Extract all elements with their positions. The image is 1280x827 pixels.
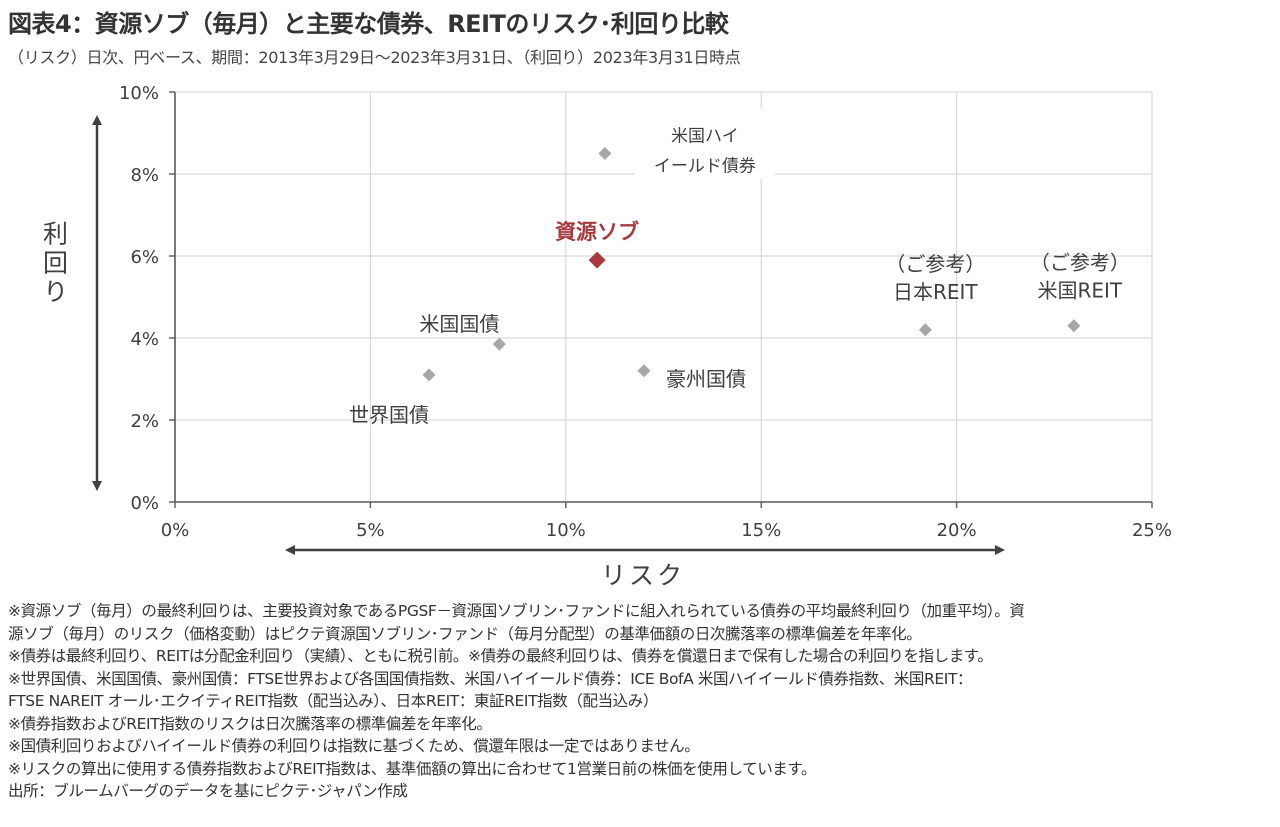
data-point-label: 米国REIT (1038, 279, 1123, 303)
footnote-line: ※世界国債、米国国債、豪州国債：FTSE世界および各国国債指数、米国ハイイールド… (8, 669, 973, 688)
data-point (492, 337, 506, 351)
chart-title: 図表4：資源ソブ（毎月）と主要な債券、REITのリスク･利回り比較 (8, 10, 729, 38)
y-tick-label: 4% (130, 329, 159, 350)
y-tick-label: 10% (119, 83, 159, 104)
data-point-label: 米国ハイ (671, 127, 739, 147)
scatter-chart: 0% 5% 10% 15% 20% 25% 0% 2% 4% 6% 8% 10% リスク 利回り 世界国… (40, 83, 1173, 590)
data-point (422, 368, 436, 382)
footnotes: ※資源ソブ（毎月）の最終利回りは、主要投資対象であるPGSF－資源国ソブリン･フ… (8, 600, 1274, 803)
data-point (918, 323, 932, 337)
y-axis-title: 利回り (40, 221, 69, 308)
footnote-line: 出所：ブルームバーグのデータを基にピクテ･ジャパン作成 (8, 782, 408, 800)
data-point (637, 364, 651, 378)
y-tick-label: 0% (130, 493, 159, 514)
data-point (1067, 319, 1081, 333)
y-tick-label: 8% (130, 165, 159, 186)
data-point (588, 251, 606, 269)
footnote-line: ※資源ソブ（毎月）の最終利回りは、主要投資対象であるPGSF－資源国ソブリン･フ… (8, 602, 1025, 620)
chart-subtitle: （リスク）日次、円ベース、期間：2013年3月29日～2023年3月31日、（利… (8, 48, 741, 67)
data-point-label: 豪州国債 (666, 367, 746, 391)
footnote-line: ※国債利回りおよびハイイールド債券の利回りは指数に基づくため、償還年限は一定では… (8, 737, 700, 755)
x-tick-label: 10% (546, 520, 586, 541)
x-tick-label: 15% (741, 520, 781, 541)
x-tick-label: 0% (161, 520, 190, 541)
footnote-line: ※債券指数およびREIT指数のリスクは日次騰落率の標準偏差を年率化。 (8, 714, 492, 733)
footnote-line: 源ソブ（毎月）のリスク（価格変動）はピクテ資源国ソブリン･ファンド（毎月分配型）… (8, 624, 922, 643)
data-point-label: 米国国債 (419, 312, 499, 336)
data-point-label: 日本REIT (893, 280, 978, 304)
data-point-label: 世界国債 (349, 403, 429, 427)
data-point-label: （ご参考） (1030, 251, 1130, 275)
data-point-label: 資源ソブ (555, 220, 639, 244)
x-tick-label: 20% (937, 520, 977, 541)
footnote-line: FTSE NAREIT オール･エクイティREIT指数（配当込み）、日本REIT… (8, 692, 658, 710)
x-tick-label: 25% (1132, 520, 1172, 541)
footnote-line: ※債券は最終利回り、REITは分配金利回り（実績）、ともに税引前。※債券の最終利… (8, 647, 993, 665)
y-tick-label: 6% (130, 247, 159, 268)
footnote-line: ※リスクの算出に使用する債券指数およびREIT指数は、基準価額の算出に合わせて1… (8, 759, 817, 778)
data-point (598, 147, 612, 160)
data-point-label: （ご参考） (885, 252, 985, 276)
label-background (634, 108, 775, 179)
x-axis-title: リスク (601, 561, 685, 590)
x-tick-label: 5% (356, 520, 385, 541)
y-tick-label: 2% (130, 411, 159, 432)
data-point-label: イールド債券 (654, 157, 756, 177)
